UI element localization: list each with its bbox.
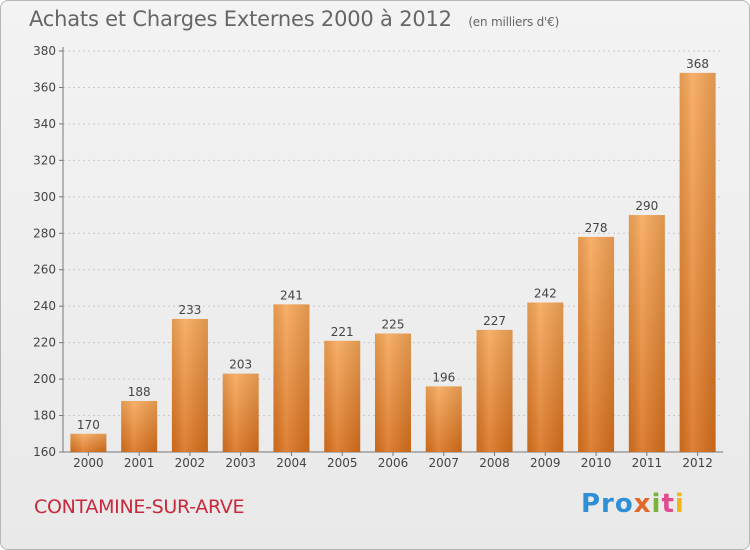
proxiti-logo: Proxiti — [581, 489, 685, 519]
data-label-2006: 225 — [382, 318, 405, 332]
y-tick-label: 200 — [33, 372, 56, 386]
bar-shade-2012 — [679, 72, 716, 452]
x-tick-label-2009: 2009 — [530, 456, 561, 470]
data-label-2011: 290 — [635, 199, 658, 213]
x-tick-label-2004: 2004 — [276, 456, 307, 470]
y-tick-label: 260 — [33, 263, 56, 277]
bar-shade-2006 — [375, 333, 411, 452]
logo-part-2: x — [633, 489, 652, 519]
y-tick-label: 240 — [33, 299, 56, 313]
y-tick-label: 180 — [33, 409, 56, 423]
bar-shade-2009 — [527, 302, 564, 452]
data-label-2010: 278 — [585, 221, 608, 235]
x-tick-label-2001: 2001 — [124, 456, 155, 470]
y-tick-label: 300 — [33, 190, 56, 204]
x-tick-label-2007: 2007 — [428, 456, 459, 470]
x-tick-label-2005: 2005 — [327, 456, 358, 470]
chart-unit-label: (en milliers d'€) — [468, 15, 560, 29]
y-tick-label: 320 — [33, 153, 56, 167]
x-tick-label-2010: 2010 — [581, 456, 612, 470]
logo-part-5: i — [674, 489, 685, 519]
bar-shade-2000 — [70, 433, 107, 452]
bar-shade-2004 — [273, 304, 310, 452]
data-label-2002: 233 — [178, 303, 201, 317]
y-tick-label: 340 — [33, 117, 56, 131]
bar-shade-2005 — [324, 340, 361, 452]
x-tick-label-2011: 2011 — [632, 456, 663, 470]
bar-shade-2010 — [578, 236, 615, 452]
logo-part-1: Pro — [581, 489, 634, 519]
y-tick-label: 160 — [33, 445, 56, 459]
x-tick-label-2003: 2003 — [225, 456, 256, 470]
data-label-2003: 203 — [229, 358, 252, 372]
logo-part-3: i — [651, 489, 662, 519]
bar-shade-2003 — [222, 373, 259, 452]
x-tick-label-2008: 2008 — [479, 456, 510, 470]
bar-shade-2001 — [121, 400, 158, 452]
data-label-2012: 368 — [686, 57, 709, 71]
y-tick-label: 380 — [33, 44, 56, 58]
data-label-2008: 227 — [483, 314, 506, 328]
y-tick-label: 360 — [33, 80, 56, 94]
data-label-2007: 196 — [432, 370, 455, 384]
y-tick-label: 220 — [33, 336, 56, 350]
x-tick-label-2000: 2000 — [73, 456, 104, 470]
data-label-2009: 242 — [534, 287, 557, 301]
bar-shade-2008 — [476, 329, 513, 452]
y-tick-label: 280 — [33, 226, 56, 240]
bar-shade-2007 — [425, 386, 462, 452]
bar-shade-2011 — [628, 215, 665, 452]
chart-title: Achats et Charges Externes 2000 à 2012 (… — [29, 7, 559, 31]
x-tick-label-2006: 2006 — [378, 456, 409, 470]
data-label-2004: 241 — [280, 288, 303, 302]
x-tick-label-2012: 2012 — [682, 456, 713, 470]
data-label-2001: 188 — [128, 385, 151, 399]
data-label-2000: 170 — [77, 418, 100, 432]
bar-shade-2002 — [171, 318, 208, 452]
commune-name: CONTAMINE-SUR-ARVE — [34, 496, 245, 518]
logo-part-4: t — [661, 489, 675, 519]
chart-title-text: Achats et Charges Externes 2000 à 2012 — [29, 7, 452, 31]
data-label-2005: 221 — [331, 325, 354, 339]
x-tick-label-2002: 2002 — [175, 456, 206, 470]
